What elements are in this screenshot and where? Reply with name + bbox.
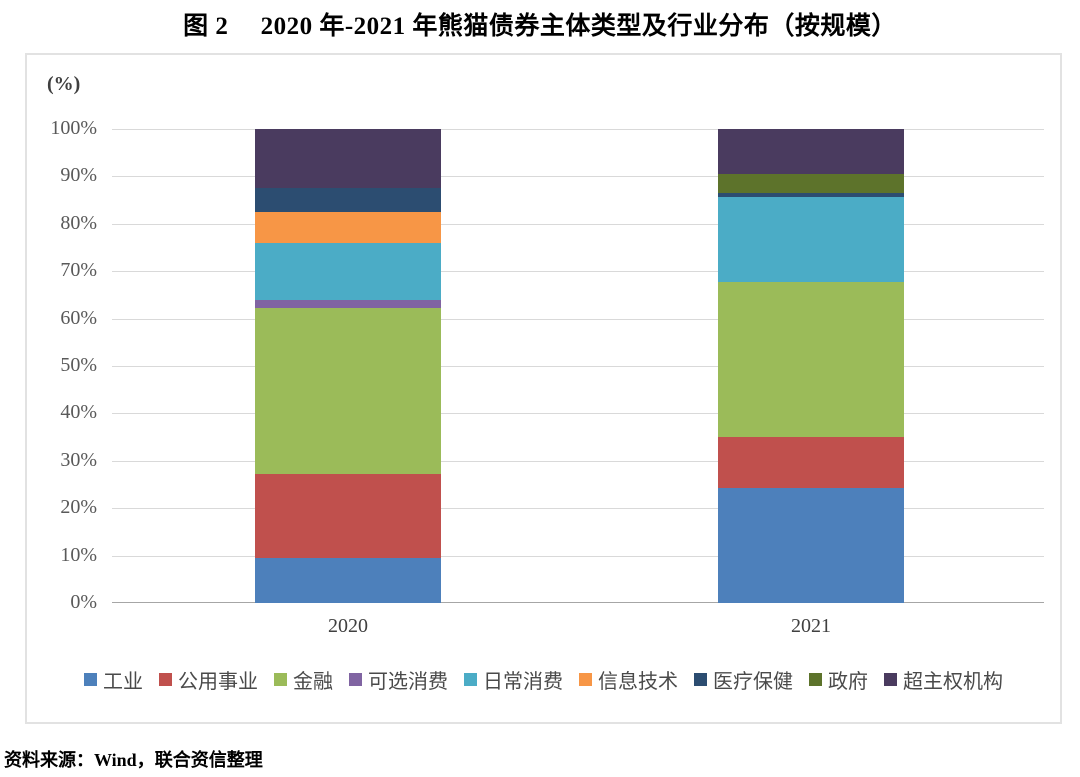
legend-label: 医疗保健	[713, 671, 793, 693]
bar-segment-2020	[255, 242, 441, 300]
stacked-bar-2020	[255, 129, 441, 603]
y-axis-tick-label: 100%	[50, 117, 97, 140]
bar-segment-2021	[718, 196, 904, 282]
legend-label: 工业	[103, 671, 143, 693]
legend-item: 超主权机构	[884, 665, 1003, 694]
bar-segment-2021	[718, 174, 904, 193]
legend-label: 超主权机构	[903, 671, 1003, 693]
legend-label: 公用事业	[178, 671, 258, 693]
gridline	[112, 602, 1044, 603]
bar-segment-2021	[718, 129, 904, 175]
bar-segment-2021	[718, 281, 904, 437]
legend-item: 金融	[274, 665, 333, 694]
chart-panel: (%) 100% 90% 80% 70% 60% 50% 40% 30% 20% 10% 0% 202…	[25, 53, 1062, 724]
legend-label: 日常消费	[483, 671, 563, 693]
source-note: 资料来源：Wind，联合资信整理	[4, 750, 263, 770]
y-axis-tick-label: 70%	[60, 259, 97, 282]
bar-segment-2020	[255, 129, 441, 188]
chart-legend: 工业 公用事业 金融 可选消费 日常消费 信息技术 医疗保健 政府 超主权机构	[37, 665, 1050, 694]
legend-label: 政府	[828, 671, 868, 693]
legend-item: 政府	[809, 665, 868, 694]
bar-segment-2020	[255, 187, 441, 213]
bar-segment-2020	[255, 307, 441, 474]
y-axis-tick-label: 80%	[60, 211, 97, 234]
legend-swatch-icon	[349, 673, 362, 686]
bar-segment-2021	[718, 192, 904, 197]
gridline	[112, 555, 1044, 557]
chart-title: 图 2 2020 年-2021 年熊猫债券主体类型及行业分布（按规模）	[183, 13, 897, 40]
legend-item: 信息技术	[579, 665, 678, 694]
legend-swatch-icon	[809, 673, 822, 686]
legend-item: 可选消费	[349, 665, 448, 694]
gridline	[112, 366, 1044, 367]
legend-swatch-icon	[84, 673, 97, 686]
legend-swatch-icon	[884, 673, 897, 686]
bar-segment-2020	[255, 299, 441, 308]
legend-item: 公用事业	[159, 665, 258, 694]
stacked-bar-2021	[718, 129, 904, 603]
bar-segment-2020	[255, 557, 441, 603]
legend-swatch-icon	[159, 673, 172, 686]
bar-segment-2021	[718, 488, 904, 603]
y-axis-tick-label: 40%	[60, 401, 97, 424]
legend-label: 可选消费	[368, 671, 448, 693]
y-axis-tick-label: 20%	[60, 496, 97, 519]
legend-label: 信息技术	[598, 671, 678, 693]
bar-segment-2021	[718, 436, 904, 489]
gridline	[112, 508, 1044, 510]
legend-swatch-icon	[694, 673, 707, 686]
bar-segment-2020	[255, 473, 441, 558]
gridline	[112, 318, 1044, 320]
gridline	[112, 129, 1044, 130]
x-axis-label: 2021	[791, 615, 831, 637]
gridline	[112, 413, 1044, 415]
gridline	[112, 176, 1044, 178]
y-axis-tick-label: 10%	[60, 543, 97, 566]
y-axis-tick-label: 60%	[60, 306, 97, 329]
bar-segment-2020	[255, 212, 441, 243]
gridline	[112, 223, 1044, 225]
y-axis-unit-label: (%)	[47, 73, 81, 95]
y-axis-tick-label: 90%	[60, 164, 97, 187]
gridline	[112, 271, 1044, 273]
x-axis-label: 2020	[328, 615, 368, 637]
legend-swatch-icon	[274, 673, 287, 686]
legend-label: 金融	[293, 671, 333, 693]
legend-item: 日常消费	[464, 665, 563, 694]
y-axis-tick-label: 0%	[70, 591, 97, 614]
plot-area: 100% 90% 80% 70% 60% 50% 40% 30% 20% 10% 0% 2020 202…	[50, 117, 1044, 637]
legend-item: 工业	[84, 665, 143, 694]
y-axis-tick-label: 30%	[60, 448, 97, 471]
legend-swatch-icon	[464, 673, 477, 686]
y-axis-tick-label: 50%	[60, 354, 97, 377]
gridline	[112, 460, 1044, 462]
legend-swatch-icon	[579, 673, 592, 686]
legend-item: 医疗保健	[694, 665, 793, 694]
